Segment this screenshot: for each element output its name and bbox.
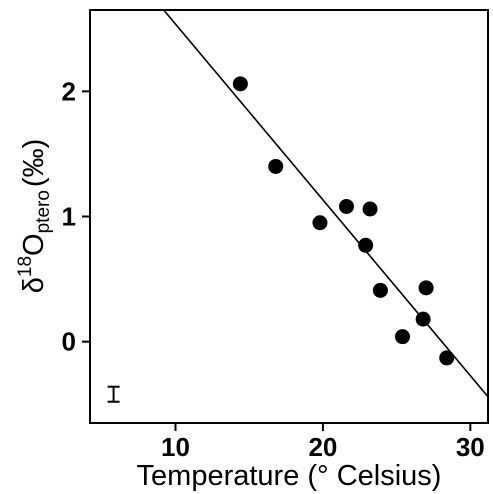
y-axis-title: δ18Optero (‰) [15,139,54,294]
data-point-9 [415,311,431,327]
data-point-7 [372,282,388,298]
data-point-8 [395,329,411,345]
data-point-11 [439,350,455,366]
regression-line [163,9,489,398]
x-axis-title: Temperature (° Celsius) [137,460,442,492]
data-point-3 [312,215,328,231]
data-points [232,76,455,366]
y-axis-title-main: O [18,233,50,256]
data-point-2 [268,158,284,174]
x-tick-label-10: 10 [161,432,190,462]
y-tick-label-0: 0 [62,327,76,357]
data-point-1 [232,76,248,92]
y-tick-label-2: 2 [62,76,76,106]
y-tick-label-1: 1 [62,202,76,232]
x-tick-label-20: 20 [308,432,337,462]
y-axis-title-delta: δ [18,277,50,293]
fit-line-layer [163,9,489,398]
data-point-6 [358,237,374,253]
y-axis-title-subscript: ptero [33,190,54,233]
data-point-10 [418,280,434,296]
data-point-4 [338,198,354,214]
x-axis-ticks: 10 20 30 [161,423,485,462]
y-axis-title-unit: (‰) [18,139,50,187]
y-axis-title-superscript: 18 [15,256,36,277]
data-point-5 [362,201,378,217]
y-axis-ticks: 0 1 2 [62,76,90,357]
plot-frame [89,9,489,424]
x-tick-label-30: 30 [456,432,485,462]
error-bar [107,385,120,403]
